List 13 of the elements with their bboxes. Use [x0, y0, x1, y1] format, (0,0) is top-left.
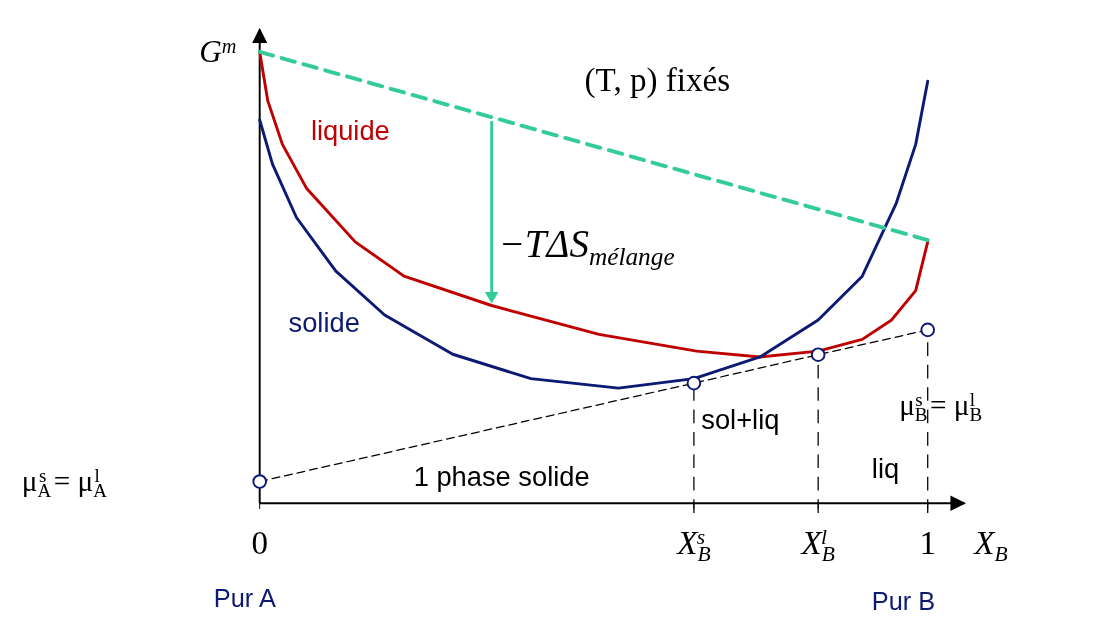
x-axis-title: X$_{B}$ [972, 523, 1008, 566]
annotation: 1 phase solide [413, 460, 590, 492]
annotation: −TΔS$_{mélange}$ [498, 221, 675, 270]
y-axis-title: G$^{m}$ [199, 33, 237, 69]
x-tick-label: 1 [919, 523, 936, 561]
text: Pur B [871, 587, 936, 616]
annotation: liq [871, 452, 900, 484]
x-tick-label: 0 [251, 523, 268, 561]
series-label: solide [288, 306, 360, 338]
text: Pur A [213, 584, 276, 613]
chart-title: (T, p) fixés [584, 60, 731, 99]
annotation: sol+liq [701, 404, 780, 436]
series-label: liquide [310, 114, 390, 146]
